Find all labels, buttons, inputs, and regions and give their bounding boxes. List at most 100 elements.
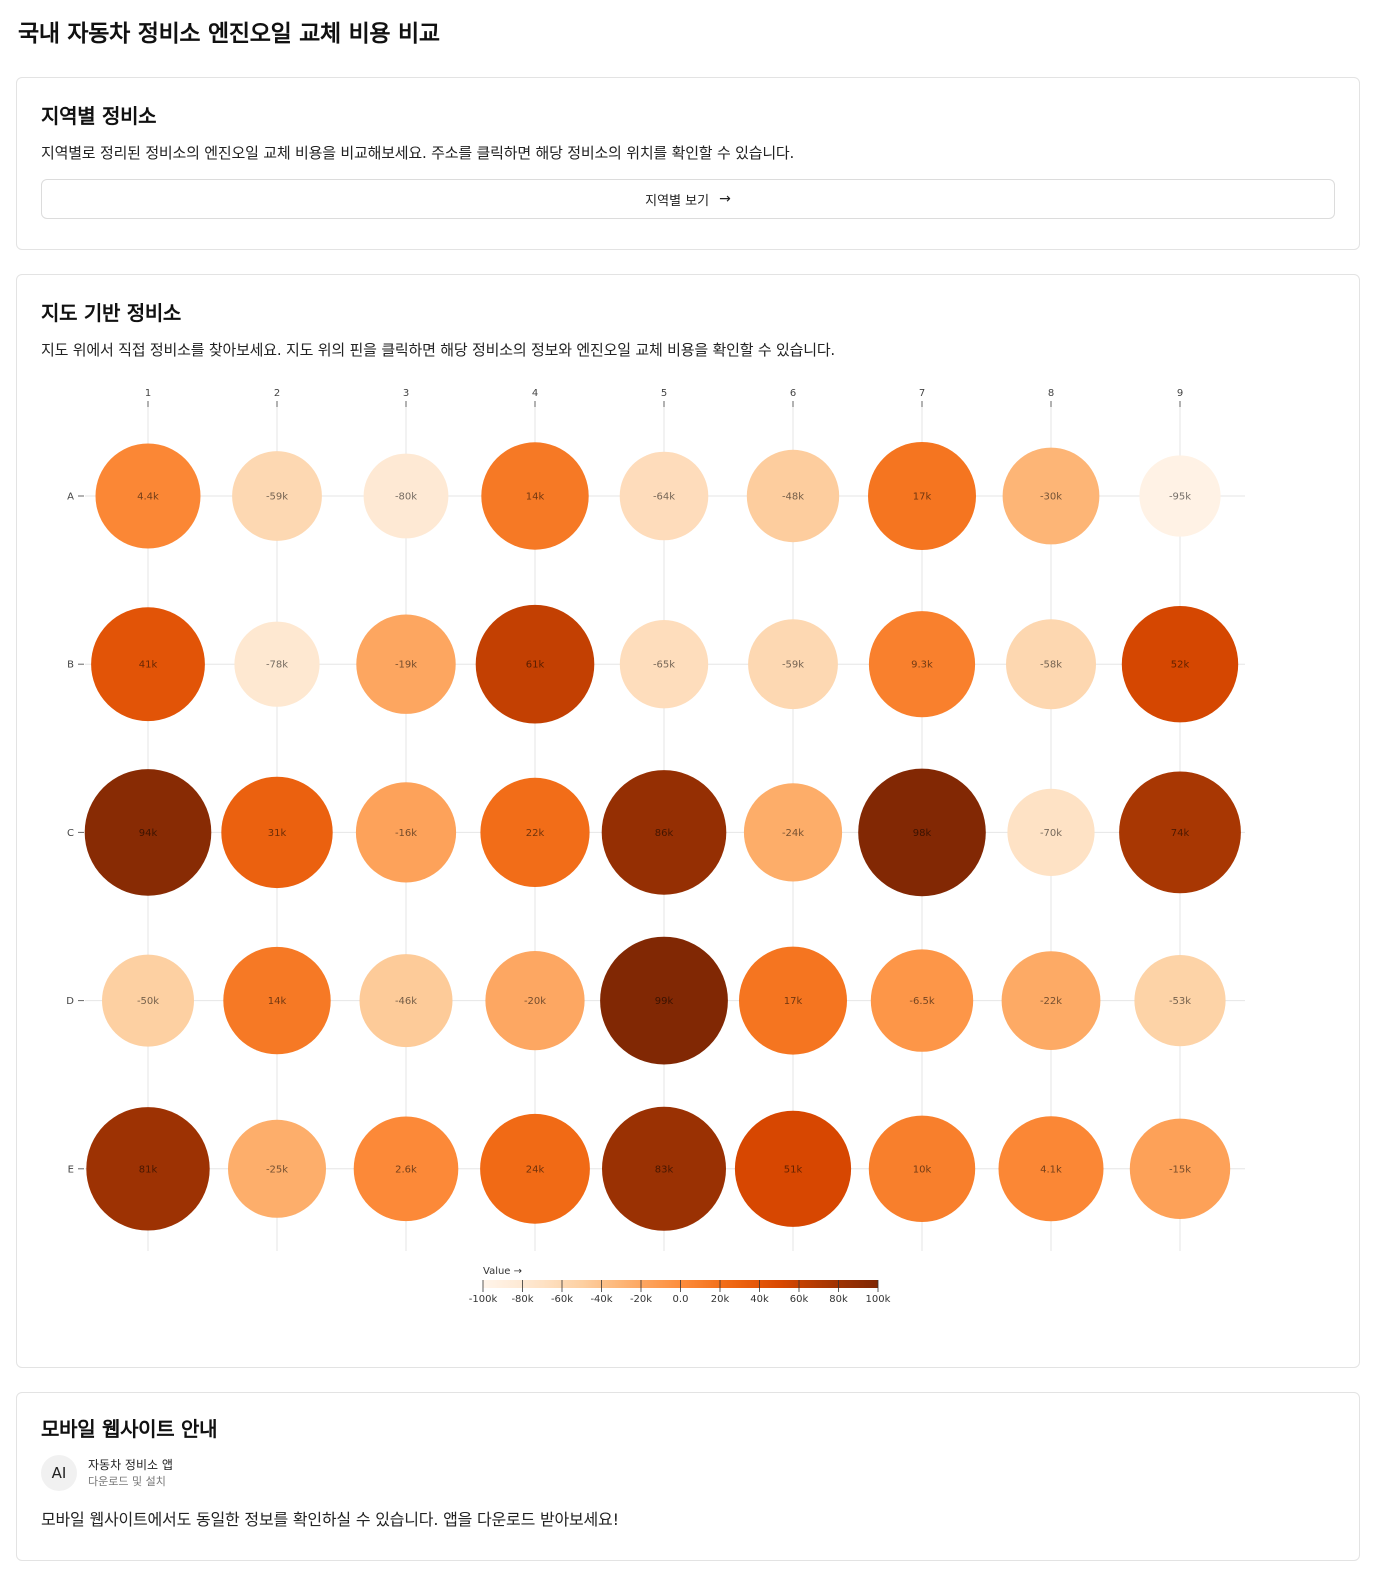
bubble-label: 99k: [655, 996, 674, 1007]
app-subtitle: 다운로드 및 설치: [88, 1474, 166, 1488]
bubble: [734, 1110, 852, 1227]
bubble-label: 86k: [655, 828, 674, 839]
bubble-label: -59k: [782, 660, 804, 671]
bubble-label: 22k: [526, 828, 545, 839]
legend-tick-label: 20k: [711, 1294, 730, 1305]
bubble: [868, 1115, 976, 1222]
bubble-label: 31k: [268, 828, 287, 839]
bubble-label: 52k: [1171, 660, 1190, 671]
region-card-description: 지역별로 정리된 정비소의 엔진오일 교체 비용을 비교해보세요. 주소를 클릭…: [41, 144, 795, 162]
bubble-label: -22k: [1040, 996, 1062, 1007]
bubble: [102, 954, 194, 1047]
bubble: [858, 768, 986, 897]
bubble-label: 24k: [526, 1164, 545, 1175]
arrow-right-icon: →: [719, 191, 731, 207]
bubble: [228, 1119, 326, 1218]
bubble: [95, 443, 201, 549]
bubble: [86, 1107, 210, 1231]
y-tick-label: B: [67, 660, 74, 671]
bubble-label: 41k: [139, 660, 158, 671]
bubble-label: -30k: [1040, 492, 1062, 503]
legend-tick-label: 0.0: [673, 1294, 689, 1305]
bubble-label: -25k: [266, 1164, 288, 1175]
bubble-label: 81k: [139, 1164, 158, 1175]
bubble: [480, 1113, 590, 1224]
bubble-label: -70k: [1040, 828, 1062, 839]
bubble-label: -20k: [524, 996, 546, 1007]
bubble-label: 74k: [1171, 828, 1190, 839]
bubble: [600, 936, 728, 1065]
page-title: 국내 자동차 정비소 엔진오일 교체 비용 비교: [18, 21, 440, 47]
bubble: [1129, 1118, 1231, 1219]
x-tick-label: 7: [919, 388, 925, 399]
bubble-label: -15k: [1169, 1164, 1191, 1175]
bubble-label: 17k: [784, 996, 803, 1007]
bubble: [602, 1106, 726, 1231]
legend-tick-label: 40k: [750, 1294, 769, 1305]
bubble-label: -64k: [653, 492, 675, 503]
x-tick-label: 3: [403, 388, 409, 399]
bubble: [353, 1116, 459, 1222]
bubble: [234, 621, 320, 707]
bubble-chart: 1 2 3 4 5 6 7 8 9 A B C D E 4.4k -59k -80k 14k -64k -48k 17k…: [66, 388, 1245, 1305]
bubble: [1002, 447, 1100, 545]
bubble-label: 10k: [913, 1164, 932, 1175]
x-tick-label: 8: [1048, 388, 1054, 399]
legend-tick-label: 80k: [829, 1294, 848, 1305]
bubble-label: 94k: [139, 828, 158, 839]
bubble: [601, 770, 727, 895]
bubble: [619, 451, 709, 541]
bubble-label: 51k: [784, 1164, 803, 1175]
region-view-button-label: 지역별 보기: [645, 193, 710, 209]
bubble: [359, 954, 453, 1048]
bubble-label: -95k: [1169, 492, 1191, 503]
map-card-description: 지도 위에서 직접 정비소를 찾아보세요. 지도 위의 핀을 클릭하면 해당 정…: [41, 341, 835, 359]
bubble-label: -80k: [395, 492, 417, 503]
bubble: [1139, 455, 1221, 537]
x-tick-label: 4: [532, 388, 538, 399]
y-tick-label: C: [67, 828, 74, 839]
bubble: [746, 449, 840, 543]
x-tick-label: 5: [661, 388, 667, 399]
region-card-title: 지역별 정비소: [41, 104, 157, 128]
bubble: [1121, 606, 1239, 723]
bubble: [743, 783, 843, 882]
legend-tick-label: -100k: [469, 1294, 498, 1305]
legend-tick-label: -20k: [630, 1294, 652, 1305]
bubble: [485, 951, 585, 1051]
y-tick-label: D: [66, 996, 74, 1007]
bubble: [1007, 788, 1095, 876]
legend-tick-label: -40k: [590, 1294, 612, 1305]
bubble-label: -78k: [266, 660, 288, 671]
x-tick-label: 6: [790, 388, 796, 399]
bubble: [868, 611, 976, 718]
bubble-label: 83k: [655, 1164, 674, 1175]
region-view-button[interactable]: 지역별 보기 →: [41, 179, 1335, 219]
bubble: [739, 946, 847, 1055]
legend-tick-label: 100k: [866, 1294, 891, 1305]
bubble-label: 17k: [913, 492, 932, 503]
bubble-label: 4.1k: [1040, 1164, 1062, 1175]
bubble: [91, 607, 205, 722]
map-card: 지도 기반 정비소 지도 위에서 직접 정비소를 찾아보세요. 지도 위의 핀을…: [16, 274, 1360, 1368]
app-info: 자동차 정비소 앱 다운로드 및 설치: [88, 1457, 173, 1490]
bubble: [84, 769, 212, 896]
app-row[interactable]: AI 자동차 정비소 앱 다운로드 및 설치: [41, 1455, 1335, 1491]
bubble-label: -16k: [395, 828, 417, 839]
y-tick-label: A: [67, 492, 74, 503]
bubble: [868, 442, 976, 550]
bubble: [475, 604, 595, 724]
legend-title: Value →: [483, 1266, 522, 1277]
bubble: [356, 614, 456, 714]
map-card-title: 지도 기반 정비소: [41, 301, 182, 325]
bubble-label: -53k: [1169, 996, 1191, 1007]
region-card: 지역별 정비소 지역별로 정리된 정비소의 엔진오일 교체 비용을 비교해보세요…: [16, 77, 1360, 250]
bubble-label: 14k: [526, 492, 545, 503]
bubble: [355, 782, 457, 883]
x-tick-label: 1: [145, 388, 151, 399]
bubble: [1119, 771, 1241, 894]
bubble-label: -48k: [782, 492, 804, 503]
mobile-card: 모바일 웹사이트 안내 AI 자동차 정비소 앱 다운로드 및 설치 모바일 웹…: [16, 1392, 1360, 1561]
color-legend: Value → -100k -80k -60k -40k -20k 0.0 20k 40k 60k…: [469, 1266, 891, 1305]
